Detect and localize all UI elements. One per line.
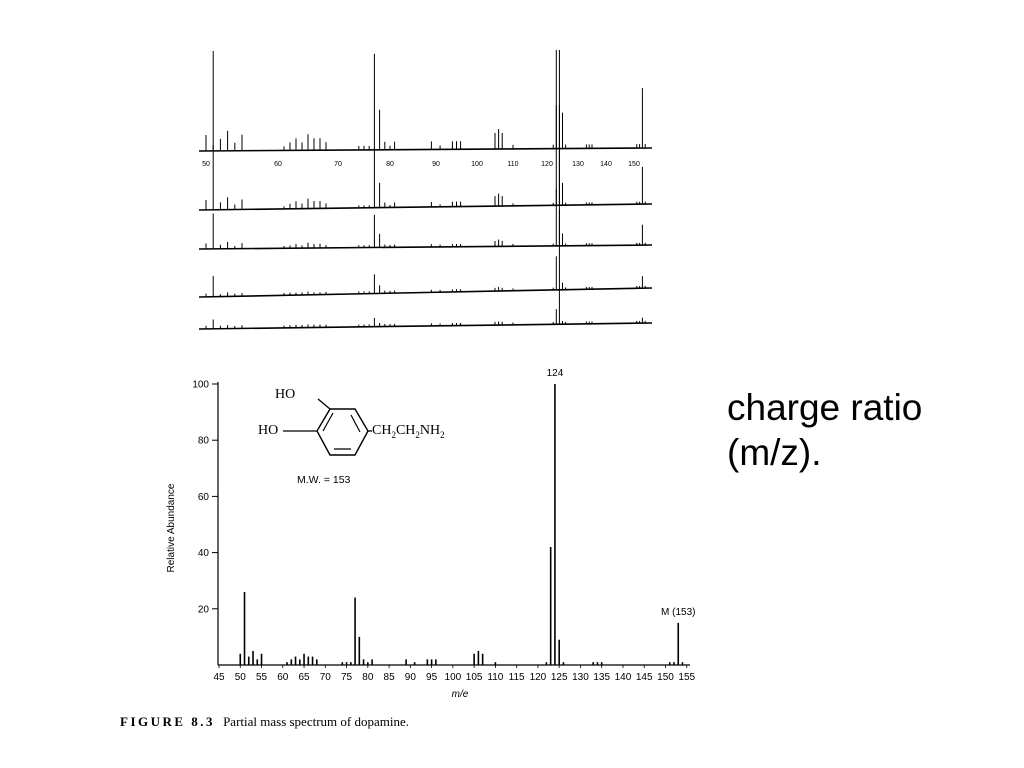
raw-trace-baseline: [198, 147, 653, 152]
x-tick-label: 55: [256, 672, 268, 683]
x-tick-label: 125: [551, 672, 568, 683]
y-axis-label: Relative Abundance: [166, 483, 177, 572]
x-tick-label: 45: [213, 672, 225, 683]
x-tick-label: 130: [572, 672, 589, 683]
x-tick-label: 80: [362, 672, 374, 683]
x-tick-label: 145: [636, 672, 653, 683]
raw-trace-tick-label: 60: [274, 161, 282, 168]
side-chain-label: CH2CH2NH2: [372, 423, 445, 440]
x-tick-label: 65: [298, 672, 310, 683]
raw-trace-tick-label: 110: [507, 161, 518, 168]
peak-annotation: 124: [547, 368, 564, 379]
x-tick-label: 95: [426, 672, 438, 683]
x-tick-label: 135: [593, 672, 610, 683]
x-tick-label: 140: [615, 672, 632, 683]
figure-number: FIGURE 8.3: [120, 714, 216, 729]
raw-trace-baseline: [198, 203, 653, 211]
raw-trace-tick-label: 150: [628, 161, 640, 168]
x-tick-label: 155: [678, 672, 695, 683]
dopamine-structure: HO HO CH2CH2NH2: [255, 385, 485, 495]
benzene-ring-drawing: [283, 398, 372, 456]
figure-caption: FIGURE 8.3 Partial mass spectrum of dopam…: [120, 714, 409, 730]
molecular-weight-label: M.W. = 153: [297, 474, 351, 486]
y-tick-label: 60: [198, 492, 210, 503]
x-tick-label: 70: [320, 672, 332, 683]
peak-annotation: M (153): [661, 607, 695, 618]
x-tick-label: 120: [530, 672, 547, 683]
raw-trace-tick-label: 140: [600, 161, 612, 168]
x-tick-label: 75: [341, 672, 353, 683]
raw-trace-tick-label: 90: [432, 161, 440, 168]
y-tick-label: 40: [198, 548, 210, 559]
y-tick-label: 20: [198, 604, 210, 615]
y-tick-label: 100: [192, 380, 209, 391]
x-tick-label: 105: [466, 672, 483, 683]
raw-trace-tick-label: 70: [334, 161, 342, 168]
raw-trace-tick-label: 130: [572, 161, 584, 168]
raw-trace-baseline: [198, 244, 653, 250]
hydroxyl-left-label: HO: [258, 423, 279, 438]
raw-trace-tick-label: 100: [471, 161, 483, 168]
raw-trace-tick-label: 50: [202, 161, 210, 168]
y-tick-label: 80: [198, 436, 210, 447]
raw-trace-baseline: [198, 322, 653, 330]
side-text-line-1: charge ratio: [727, 387, 923, 428]
raw-trace-baseline: [198, 287, 653, 298]
x-tick-label: 150: [657, 672, 674, 683]
x-tick-label: 115: [509, 672, 525, 683]
side-text: charge ratio (m/z).: [727, 385, 922, 475]
raw-trace-tick-label: 120: [541, 161, 553, 168]
x-tick-label: 50: [235, 672, 247, 683]
x-axis-label: m/e: [452, 689, 469, 700]
figure-caption-text: Partial mass spectrum of dopamine.: [223, 714, 409, 729]
side-text-line-2: (m/z).: [727, 432, 822, 473]
x-tick-label: 100: [445, 672, 462, 683]
raw-trace-tick-label: 80: [386, 161, 394, 168]
x-tick-label: 60: [277, 672, 289, 683]
x-tick-label: 90: [405, 672, 417, 683]
hydroxyl-top-label: HO: [275, 387, 296, 402]
x-tick-label: 85: [384, 672, 396, 683]
x-tick-label: 110: [487, 672, 503, 683]
